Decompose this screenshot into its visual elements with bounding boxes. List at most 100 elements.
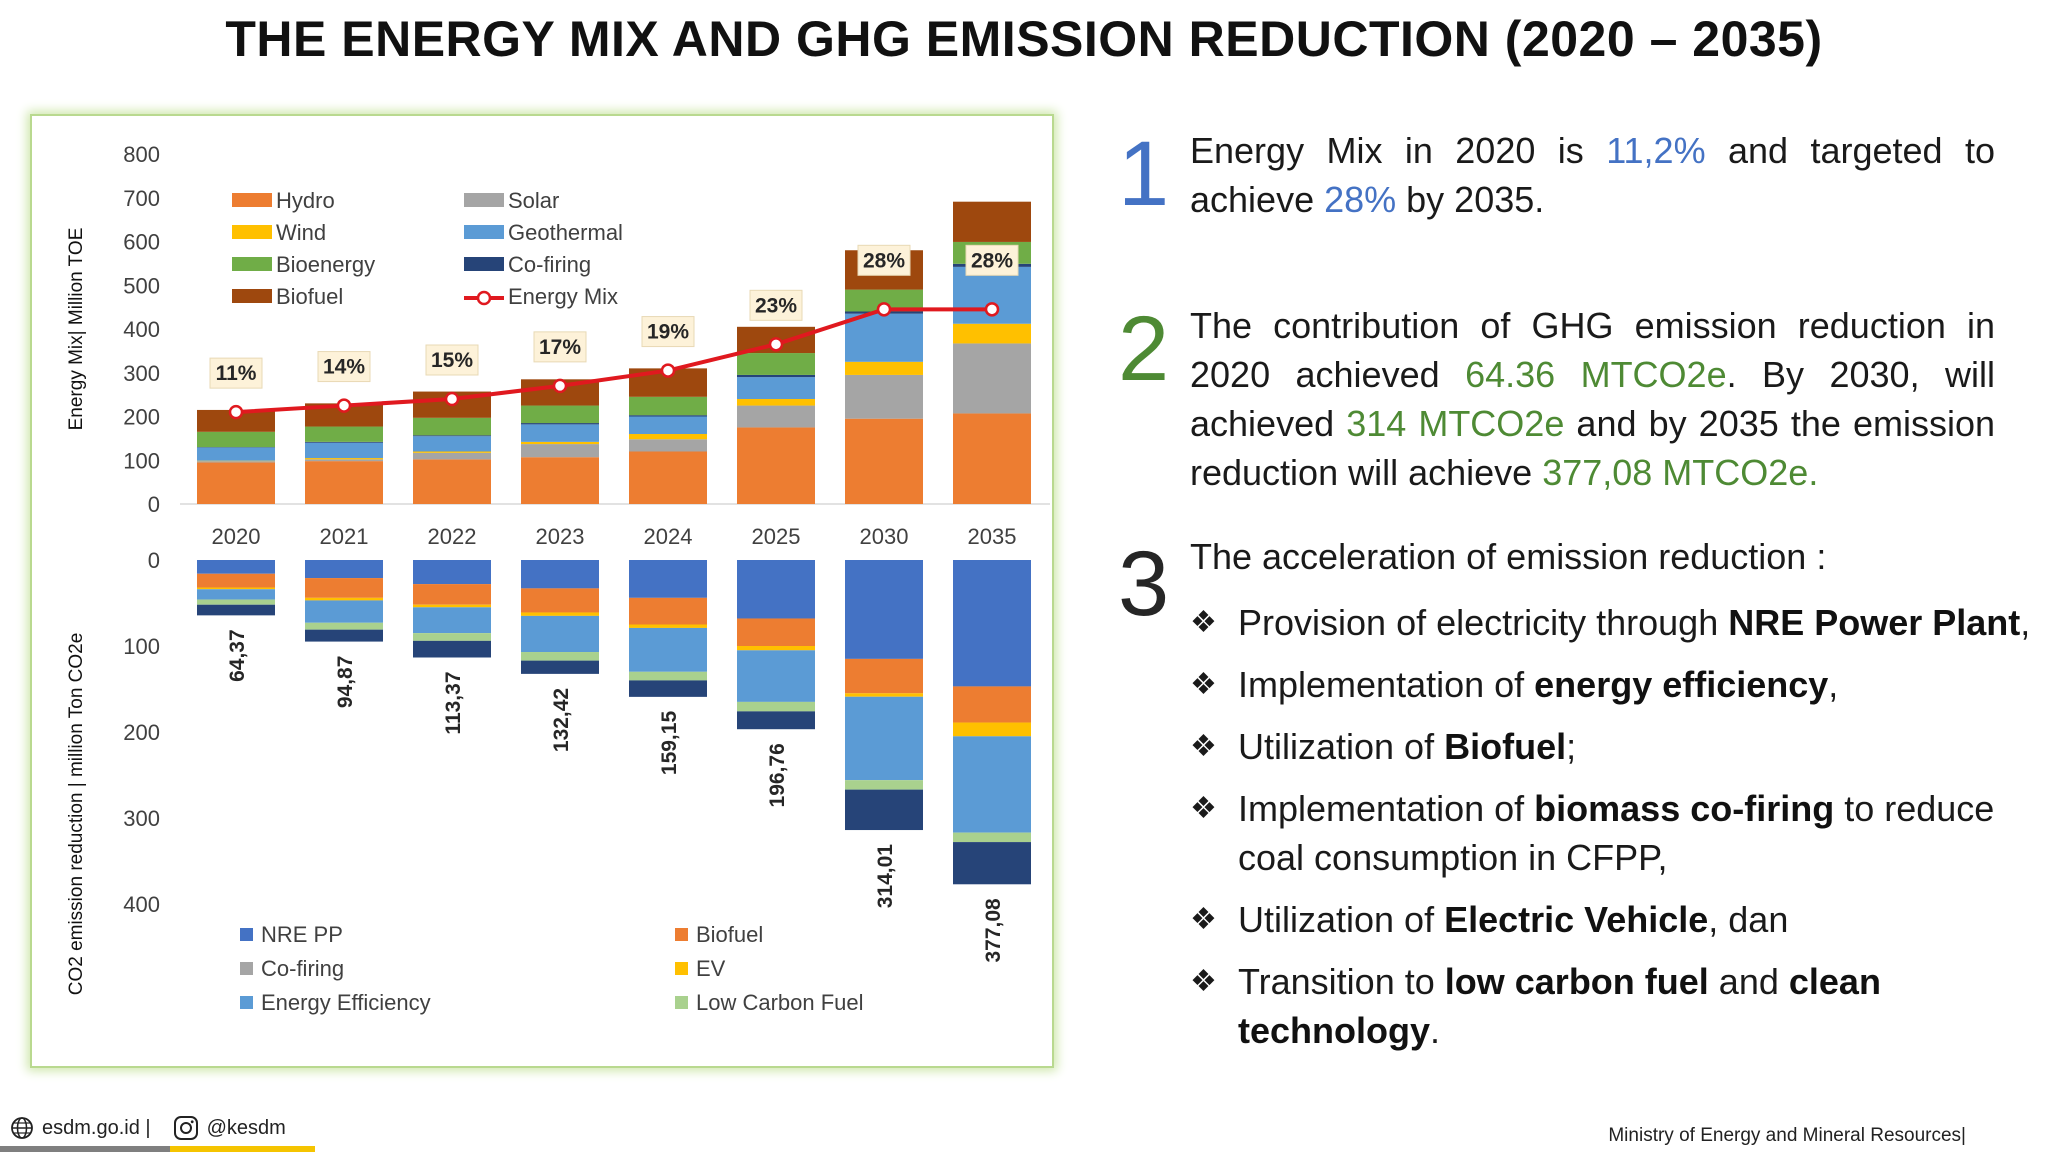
y-tick-label-top: 200 [123, 405, 160, 430]
data-label-2035: 28% [971, 249, 1013, 272]
bar-energy-bioenergy-2025 [737, 353, 815, 375]
bullet-diamond-icon: ❖ [1190, 965, 1217, 998]
bar-emission-nre-pp-2020 [197, 560, 275, 574]
legend-label-wind: Wind [276, 220, 326, 245]
bar-emission-co-firing-2024 [629, 680, 707, 697]
bar-emission-energy-efficiency-2020 [197, 589, 275, 600]
social-handle[interactable]: @kesdm [206, 1116, 286, 1139]
bar-energy-geothermal-2021 [305, 442, 383, 459]
x-tick-label-2021: 2021 [320, 524, 369, 549]
bullet-diamond-icon: ❖ [1190, 792, 1217, 825]
bar-energy-solar-2022 [413, 452, 491, 460]
data-label-box-2022 [425, 344, 479, 376]
bar-energy-geothermal-2022 [413, 436, 491, 452]
bar-energy-biofuel-2035 [953, 201, 1031, 242]
bar-emission-biofuel-2030 [845, 658, 923, 694]
data-label-2030: 28% [863, 249, 905, 272]
legend-label-ev: EV [696, 956, 726, 981]
data-label-box-2020 [209, 357, 263, 389]
legend-swatch-energy-efficiency [240, 996, 253, 1009]
data-label-2021: 14% [323, 356, 365, 379]
data-label-box-2021 [317, 351, 371, 383]
point-2-number: 2 [1118, 298, 1170, 400]
bullet-4-pre: Implementation of [1238, 788, 1535, 829]
bar-energy-wind-2030 [845, 361, 923, 375]
page-title: THE ENERGY MIX AND GHG EMISSION REDUCTIO… [225, 11, 1823, 67]
legend-label-geothermal: Geothermal [508, 220, 623, 245]
legend-label-hydro: Hydro [276, 188, 335, 213]
point-2-text-b: . By 2030, will achieved [1190, 354, 1995, 444]
total-label-2022: 113,37 [442, 671, 465, 734]
bullet-6-mid: and [1708, 961, 1789, 1002]
bar-emission-biofuel-2020 [197, 573, 275, 588]
point-1-text-a: Energy Mix in 2020 is [1190, 130, 1607, 171]
bar-energy-co-firing-2025 [737, 374, 815, 378]
total-label-2025: 196,76 [766, 743, 789, 807]
x-tick-label-2023: 2023 [536, 524, 585, 549]
bar-emission-low-carbon-fuel-2021 [305, 622, 383, 630]
energy-mix-point-2025 [768, 337, 784, 352]
point-2-value-2035: 377,08 MTCO2e. [1542, 452, 1819, 493]
legend-label-low-carbon-fuel: Low Carbon Fuel [696, 990, 864, 1015]
bar-emission-energy-efficiency-2025 [737, 650, 815, 702]
data-label-box-2024 [641, 316, 695, 348]
bar-energy-geothermal-2030 [845, 313, 923, 362]
bar-energy-solar-2020 [197, 461, 275, 463]
y-tick-label-bottom: 400 [123, 892, 160, 917]
legend-label-solar: Solar [508, 188, 559, 213]
bar-energy-bioenergy-2023 [521, 405, 599, 424]
point-2-value-2020: 64.36 MTCO2e [1465, 354, 1727, 395]
bar-emission-ev-2024 [629, 624, 707, 628]
x-tick-label-2022: 2022 [428, 524, 477, 549]
energy-mix-point-2022 [444, 391, 460, 407]
bar-energy-hydro-2021 [305, 461, 383, 504]
bar-energy-hydro-2020 [197, 462, 275, 504]
bullet-6-bold-2: clean technology [1238, 961, 1881, 1051]
bullet-1-pre: Provision of electricity through [1238, 602, 1729, 643]
legend-swatch-wind [232, 225, 272, 239]
point-2-text-c: and by 2035 the emission reduction will … [1190, 403, 1996, 493]
bullet-1-bold: NRE Power Plant [1728, 602, 2021, 643]
footer-links: esdm.go.id | @kesdm [10, 1115, 286, 1141]
bar-emission-energy-efficiency-2024 [629, 627, 707, 672]
bar-energy-co-firing-2024 [629, 415, 707, 417]
bar-energy-wind-2021 [305, 458, 383, 460]
energy-mix-point-2020 [228, 404, 244, 420]
total-label-2030: 314,01 [874, 844, 897, 909]
bar-energy-hydro-2035 [953, 413, 1031, 504]
y-tick-label-top: 600 [123, 230, 160, 255]
legend-swatch-hydro [232, 193, 272, 207]
website-link[interactable]: esdm.go.id | [42, 1116, 151, 1139]
total-label-2020: 64,37 [226, 629, 249, 682]
point-2: 2 The contribution of GHG emission reduc… [1100, 295, 2000, 495]
legend-label-energy-efficiency: Energy Efficiency [261, 990, 431, 1015]
legend-swatch-bioenergy [232, 257, 272, 271]
bar-emission-low-carbon-fuel-2030 [845, 780, 923, 790]
bar-energy-solar-2030 [845, 374, 923, 419]
bar-energy-geothermal-2020 [197, 447, 275, 461]
legend-label-nre-pp: NRE PP [261, 922, 343, 947]
data-label-box-2025 [749, 289, 803, 321]
x-tick-label-2030: 2030 [860, 524, 909, 549]
y-tick-label-bottom: 0 [148, 548, 160, 573]
point-3: 3 The acceleration of emission reduction… [1100, 532, 2030, 1092]
bar-energy-hydro-2022 [413, 459, 491, 504]
bullet-5-pre: Utilization of [1238, 899, 1445, 940]
bullet-3-pre: Utilization of [1238, 726, 1445, 767]
bar-emission-nre-pp-2021 [305, 560, 383, 579]
bar-energy-geothermal-2025 [737, 377, 815, 399]
y-axis-label-bottom: CO2 emission reduction | million Ton CO2… [66, 633, 87, 996]
x-tick-label-2020: 2020 [212, 524, 261, 549]
bar-emission-low-carbon-fuel-2023 [521, 652, 599, 661]
energy-emission-chart: 0 100 200 300 400 500 600 700 800 Energy Mix| Mil… [66, 142, 1050, 1015]
x-tick-label-2024: 2024 [644, 524, 693, 549]
legend-label-biofuel: Biofuel [696, 922, 763, 947]
data-label-box-2023 [533, 331, 587, 363]
bar-emission-nre-pp-2035 [953, 560, 1031, 687]
energy-mix-point-2030 [876, 302, 892, 317]
bullet-6-post: . [1430, 1010, 1441, 1051]
data-label-box-2035 [965, 244, 1019, 276]
bullet-5-post: , dan [1708, 899, 1789, 940]
bullet-6-pre: Transition to [1238, 961, 1445, 1002]
data-label-2024: 19% [647, 321, 689, 344]
